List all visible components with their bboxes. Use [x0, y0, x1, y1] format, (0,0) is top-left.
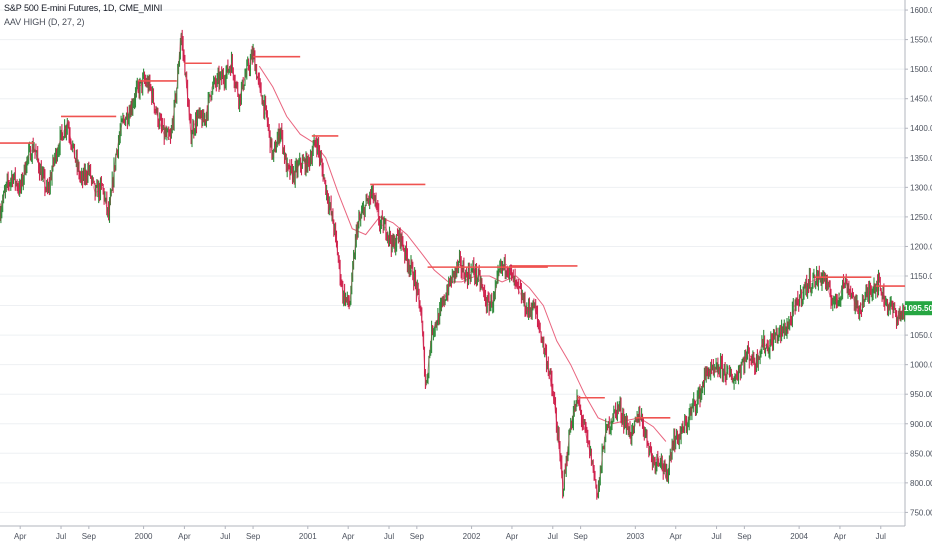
indicator-line	[258, 65, 667, 442]
x-tick-label: Sep	[82, 532, 97, 541]
y-tick-label: 1350.00	[910, 154, 932, 163]
price-bars	[0, 29, 906, 500]
y-tick-label: 1000.00	[910, 361, 932, 370]
last-price-value: 1095.50	[904, 304, 932, 313]
y-tick-label: 1550.00	[910, 36, 932, 45]
x-tick-label: Jul	[876, 532, 886, 541]
y-tick-label: 1400.00	[910, 124, 932, 133]
chart-title: S&P 500 E-mini Futures, 1D, CME_MINI	[4, 3, 163, 13]
x-tick-label: Jul	[220, 532, 230, 541]
x-tick-label: Apr	[14, 532, 27, 541]
x-tick-label: Jul	[56, 532, 66, 541]
y-tick-label: 950.00	[910, 390, 932, 399]
x-axis[interactable]: Apr Jul Sep 2000 Apr Jul Sep 2001 Apr Jul Sep 2002 A…	[0, 525, 905, 541]
x-tick-label: Sep	[573, 532, 588, 541]
y-tick-label: 1300.00	[910, 183, 932, 192]
y-tick-label: 750.00	[910, 508, 932, 517]
grid	[0, 9, 905, 513]
x-tick-label: Jul	[384, 532, 394, 541]
last-price-tag-bg	[905, 301, 932, 316]
x-tick-label: 2003	[626, 532, 644, 541]
y-tick-label: 1500.00	[910, 65, 932, 74]
y-tick-label: 1450.00	[910, 95, 932, 104]
y-tick-label: 1250.00	[910, 213, 932, 222]
x-tick-label: Apr	[669, 532, 682, 541]
x-tick-label: Sep	[246, 532, 261, 541]
x-tick-label: Sep	[737, 532, 752, 541]
x-tick-label: Apr	[178, 532, 191, 541]
x-tick-label: Apr	[342, 532, 355, 541]
x-tick-label: 2001	[299, 532, 317, 541]
y-axis[interactable]: 1600.00 1550.00 1500.00 1450.00 1400.00 1350.…	[905, 6, 932, 517]
y-tick-label: 1200.00	[910, 242, 932, 251]
x-tick-label: Jul	[548, 532, 558, 541]
y-tick-label: 1050.00	[910, 331, 932, 340]
x-tick-label: Jul	[711, 532, 721, 541]
x-tick-label: 2002	[463, 532, 481, 541]
y-tick-label: 900.00	[910, 420, 932, 429]
x-tick-label: Apr	[506, 532, 519, 541]
x-tick-label: 2000	[135, 532, 153, 541]
last-price-tag: 1095.50	[904, 301, 932, 316]
x-tick-label: 2004	[790, 532, 808, 541]
y-tick-label: 800.00	[910, 479, 932, 488]
x-tick-label: Apr	[834, 532, 847, 541]
price-line	[0, 33, 906, 495]
resistance-levels	[0, 55, 905, 419]
x-tick-label: Sep	[410, 532, 425, 541]
y-tick-label: 1150.00	[910, 272, 932, 281]
y-tick-label: 1600.00	[910, 6, 932, 15]
indicator-label: AAV HIGH (D, 27, 2)	[4, 17, 85, 27]
y-tick-label: 850.00	[910, 449, 932, 458]
